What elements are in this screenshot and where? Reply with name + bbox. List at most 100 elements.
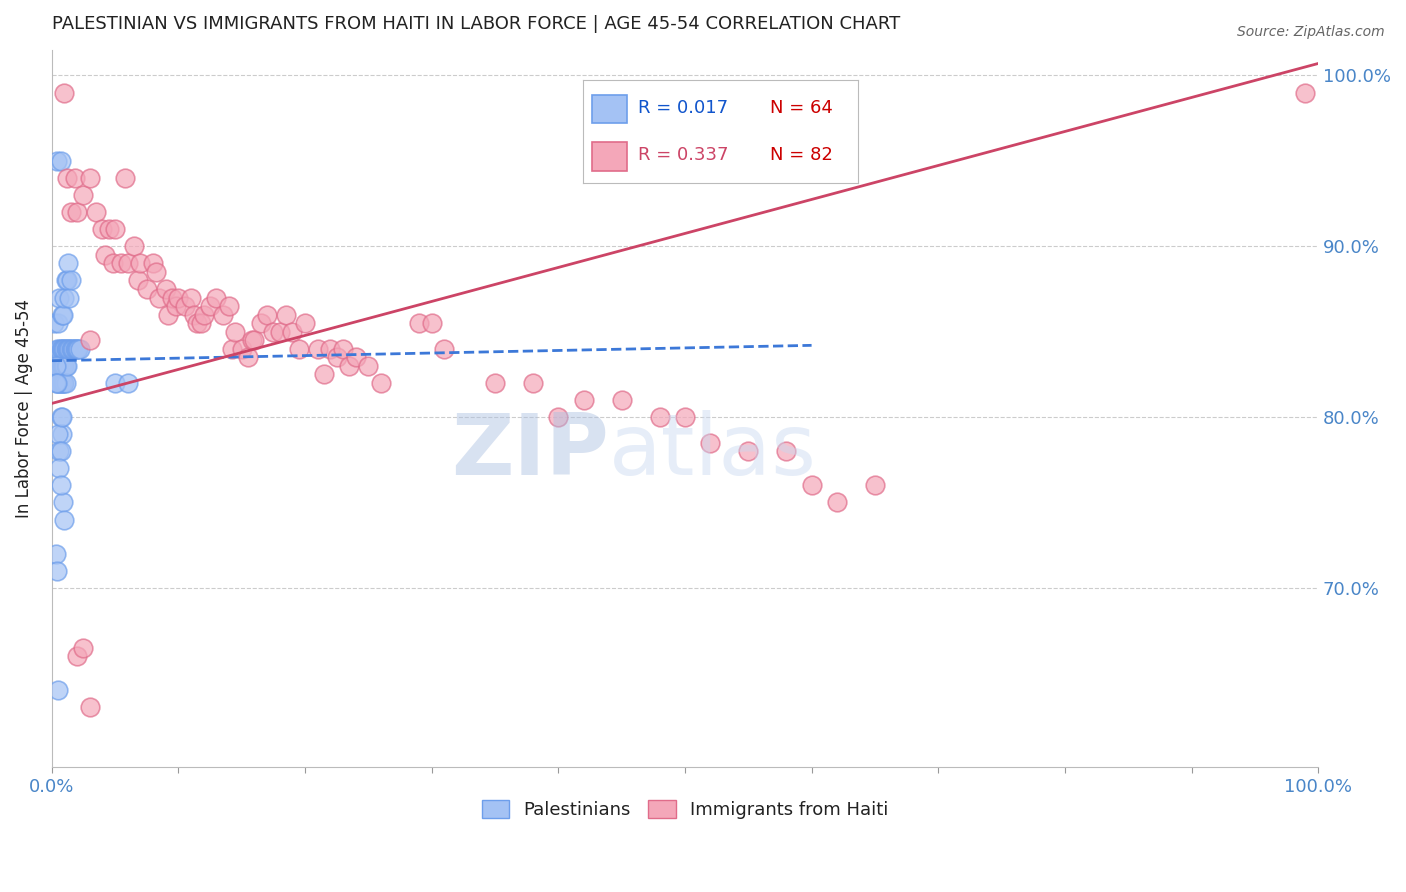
Legend: Palestinians, Immigrants from Haiti: Palestinians, Immigrants from Haiti (474, 793, 896, 826)
Point (45, 564, 67, 578)
Point (190, 316, 212, 330)
Point (91, 222, 114, 236)
Point (56, 273, 79, 287)
Text: N = 82: N = 82 (770, 146, 832, 164)
Point (357, 359, 380, 373)
Point (142, 256, 165, 270)
Point (186, 316, 208, 330)
Text: ZIP: ZIP (451, 410, 609, 493)
Point (370, 376, 392, 390)
Point (51, 308, 73, 322)
Point (484, 376, 506, 390)
Point (45, 376, 67, 390)
Point (221, 342, 243, 356)
Point (53, 86, 76, 100)
Point (48, 342, 70, 356)
Point (51, 427, 73, 442)
Point (49, 444, 72, 458)
Point (53, 342, 76, 356)
Point (45, 359, 67, 373)
Point (51, 410, 73, 425)
Point (114, 170, 136, 185)
Point (49, 359, 72, 373)
Point (800, 478, 823, 492)
Point (243, 333, 266, 347)
Text: PALESTINIAN VS IMMIGRANTS FROM HAITI IN LABOR FORCE | AGE 45-54 CORRELATION CHAR: PALESTINIAN VS IMMIGRANTS FROM HAITI IN … (52, 15, 900, 33)
Point (122, 239, 145, 253)
Point (610, 392, 633, 407)
Point (46, 427, 69, 442)
Point (236, 351, 259, 365)
Point (193, 308, 215, 322)
Point (775, 444, 797, 458)
Point (148, 291, 170, 305)
Point (180, 291, 202, 305)
Point (48, 359, 70, 373)
Point (59, 342, 82, 356)
Point (45, 153, 67, 168)
Point (825, 495, 848, 509)
Point (56, 170, 79, 185)
Point (101, 256, 124, 270)
Point (256, 308, 278, 322)
Point (66, 205, 89, 219)
Point (62, 342, 84, 356)
Point (648, 410, 671, 425)
Point (55, 359, 77, 373)
Point (56, 342, 79, 356)
Point (52, 376, 75, 390)
Point (51, 376, 73, 390)
Point (269, 325, 291, 339)
Text: N = 64: N = 64 (770, 99, 832, 117)
Point (66, 649, 89, 664)
Point (56, 359, 79, 373)
Point (58, 291, 80, 305)
Point (344, 351, 367, 365)
Point (262, 325, 284, 339)
Point (51, 359, 73, 373)
Point (97, 222, 120, 236)
Point (52, 308, 75, 322)
Point (737, 444, 759, 458)
Point (155, 282, 177, 296)
Point (240, 333, 263, 347)
Point (53, 359, 76, 373)
Point (52, 342, 75, 356)
Point (79, 333, 101, 347)
Point (84, 205, 107, 219)
Point (49, 478, 72, 492)
Point (165, 299, 187, 313)
Point (211, 308, 233, 322)
Point (319, 342, 342, 356)
Point (46, 316, 69, 330)
Point (59, 273, 82, 287)
Point (67, 342, 90, 356)
Text: R = 0.337: R = 0.337 (638, 146, 728, 164)
Point (52, 359, 75, 373)
Point (117, 376, 139, 390)
Point (49, 410, 72, 425)
Point (224, 325, 246, 339)
Point (44, 316, 66, 330)
Point (48, 376, 70, 390)
Point (48, 291, 70, 305)
Point (45, 342, 67, 356)
Point (79, 700, 101, 714)
Point (55, 376, 77, 390)
Point (547, 410, 569, 425)
Point (53, 512, 76, 526)
Point (198, 299, 221, 313)
Point (572, 392, 595, 407)
Point (127, 273, 149, 287)
Point (145, 265, 167, 279)
Point (307, 342, 329, 356)
Point (63, 342, 86, 356)
Point (332, 342, 354, 356)
Point (49, 376, 72, 390)
Point (63, 170, 86, 185)
FancyBboxPatch shape (592, 142, 627, 170)
Point (312, 368, 335, 382)
Point (48, 461, 70, 475)
Point (69, 342, 91, 356)
Point (863, 478, 886, 492)
